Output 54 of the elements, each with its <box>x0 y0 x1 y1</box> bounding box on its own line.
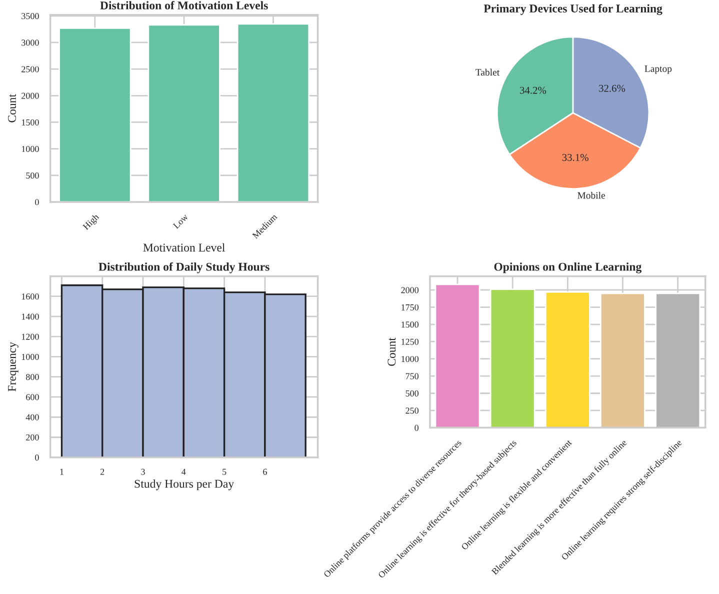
y-tick-label: 200 <box>26 434 39 440</box>
y-tick-label: 2000 <box>401 287 419 294</box>
y-tick-label: 1400 <box>22 314 39 320</box>
x-axis-title: Motivation Level <box>143 243 225 252</box>
y-tick-label: 0 <box>35 199 39 206</box>
x-tick-label: 3 <box>141 468 145 475</box>
data-label: 34.2% <box>520 86 546 94</box>
y-tick-label: 500 <box>406 390 419 396</box>
slice-label: Laptop <box>644 65 672 74</box>
y-tick-label: 0 <box>35 454 39 461</box>
slice-label: Mobile <box>578 192 605 199</box>
y-tick-label: 2500 <box>22 66 39 72</box>
y-tick-label: 750 <box>406 373 419 380</box>
chart-title: Distribution of Daily Study Hours <box>98 262 270 274</box>
y-tick-label: 1500 <box>22 119 39 126</box>
y-tick-label: 1750 <box>402 304 419 310</box>
y-tick-label: 250 <box>406 408 419 414</box>
y-tick-label: 1600 <box>22 293 39 300</box>
bar <box>600 292 646 428</box>
y-tick-label: 1000 <box>22 354 39 360</box>
y-tick-label: 3000 <box>22 40 39 46</box>
y-tick-label: 1200 <box>22 334 39 340</box>
y-tick-label: 0 <box>414 424 419 431</box>
bar <box>490 288 536 428</box>
chart-title: Primary Devices Used for Learning <box>484 4 662 16</box>
x-tick-label: 2 <box>100 468 104 475</box>
y-tick-label: 1250 <box>402 338 419 345</box>
x-tick-label: 5 <box>222 468 226 475</box>
y-axis-title: Count <box>8 94 16 122</box>
bar <box>544 291 590 428</box>
y-tick-label: 1500 <box>402 322 419 328</box>
bar <box>655 292 701 428</box>
x-tick-label: 4 <box>182 468 186 475</box>
x-tick-label: 6 <box>263 468 267 475</box>
x-tick-label: High <box>82 213 101 232</box>
x-axis-title: Study Hours per Day <box>134 479 234 490</box>
y-tick-label: 500 <box>26 172 39 179</box>
y-tick-label: 600 <box>26 394 39 400</box>
chart-title: Opinions on Online Learning <box>494 262 642 274</box>
y-axis-title: Count <box>388 338 396 366</box>
bar <box>434 284 480 428</box>
y-axis-title: Frequency <box>8 342 18 392</box>
y-tick-label: 3500 <box>22 13 39 20</box>
x-tick-label: 1 <box>60 468 64 475</box>
slice-label: Tablet <box>476 68 500 76</box>
y-tick-label: 800 <box>26 374 39 380</box>
data-label: 32.6% <box>599 84 626 92</box>
y-tick-label: 1000 <box>402 356 419 362</box>
chart-title: Distribution of Motivation Levels <box>100 0 268 10</box>
y-tick-label: 1000 <box>22 146 39 152</box>
y-tick-label: 400 <box>26 414 39 420</box>
data-label: 33.1% <box>562 154 588 162</box>
y-tick-label: 2000 <box>22 92 39 99</box>
x-tick-label: Low <box>172 213 189 230</box>
